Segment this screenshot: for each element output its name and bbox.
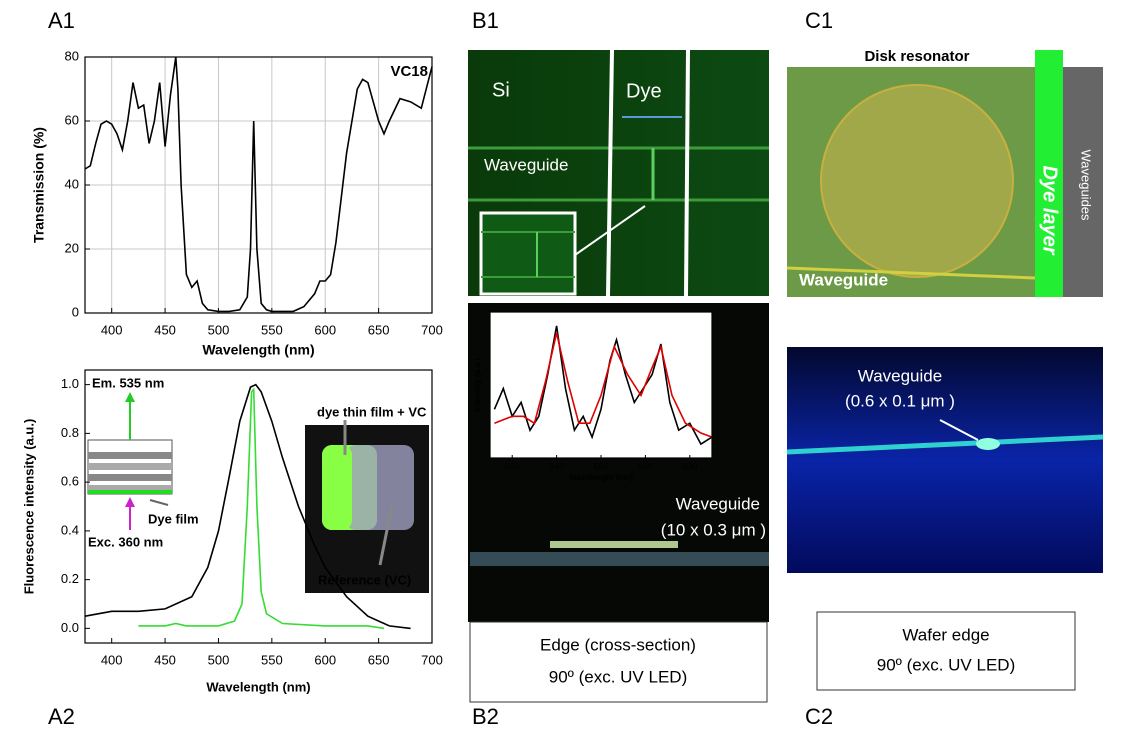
caption: Edge (cross-section) — [540, 635, 696, 654]
annotation: VC18 — [390, 63, 428, 80]
data-line — [494, 332, 713, 438]
panel-label: B2 — [472, 704, 499, 729]
panel-label: C1 — [805, 8, 833, 33]
image-label: (10 x 0.3 μm ) — [661, 520, 766, 539]
y-axis-label: Fluorescence intensity (a.u.) — [21, 419, 36, 595]
plot-frame — [489, 311, 713, 459]
y-tick-label: 20 — [65, 240, 79, 255]
caption: Wafer edge — [902, 625, 989, 644]
image-label: Dye — [626, 80, 662, 102]
x-tick-label: 700 — [421, 322, 443, 337]
panel-label: A1 — [48, 8, 75, 33]
x-tick-label: 550 — [261, 652, 283, 667]
x-tick-label: 540 — [549, 461, 564, 471]
panel-label: C2 — [805, 704, 833, 729]
annotation: Dye film — [148, 511, 199, 526]
x-tick-label: 520 — [505, 461, 520, 471]
x-tick-label: 400 — [101, 652, 123, 667]
x-tick-label: 600 — [682, 461, 697, 471]
image-label: Waveguide — [799, 270, 888, 289]
y-tick-label: 0.0 — [61, 620, 79, 635]
x-tick-label: 600 — [314, 322, 336, 337]
x-tick-label: 580 — [638, 461, 653, 471]
y-tick-label: 0 — [72, 304, 79, 319]
y-tick-label: 0.8 — [61, 425, 79, 440]
annotation: Em. 535 nm — [92, 375, 164, 390]
data-line — [84, 383, 411, 630]
x-tick-label: 400 — [101, 322, 123, 337]
panel-labels: A1 A2 B1 B2 C1 C2 — [48, 8, 833, 729]
caption: 90º (exc. UV LED) — [549, 667, 687, 686]
x-tick-label: 550 — [261, 322, 283, 337]
image-title: Disk resonator — [864, 48, 969, 65]
x-tick-label: 450 — [154, 322, 176, 337]
x-tick-label: 600 — [314, 652, 336, 667]
annotation: Exc. 360 nm — [88, 534, 163, 549]
caption-box — [469, 621, 768, 703]
micrograph-c2 — [786, 347, 1104, 573]
x-tick-label: 450 — [154, 652, 176, 667]
x-axis-label: Wavelength (nm) — [206, 679, 310, 694]
plot-frame — [84, 369, 433, 644]
panel-label: A2 — [48, 704, 75, 729]
sample-photo — [305, 420, 429, 593]
y-axis-label: Intensity (a.u.) — [473, 358, 482, 413]
x-tick-label: 500 — [208, 652, 230, 667]
x-tick-label: 500 — [208, 322, 230, 337]
caption-box — [816, 611, 1076, 691]
panel-label: B1 — [472, 8, 499, 33]
y-tick-label: 80 — [65, 48, 79, 63]
data-line — [84, 56, 433, 313]
y-tick-label: 40 — [65, 176, 79, 191]
micrograph-b1 — [468, 49, 769, 297]
data-line — [493, 325, 713, 446]
image-label: Waveguide — [484, 155, 568, 174]
x-axis-label: Wavelength (nm) — [202, 342, 314, 358]
x-axis-label: Wavelength (nm) — [569, 473, 633, 482]
caption: 90º (exc. UV LED) — [877, 655, 1015, 674]
data-line — [138, 387, 385, 630]
image-label: Dye layer — [1039, 166, 1061, 256]
y-tick-label: 0.6 — [61, 474, 79, 489]
image-label: Waveguides — [1079, 149, 1094, 221]
x-tick-label: 560 — [593, 461, 608, 471]
y-tick-label: 0.4 — [61, 522, 79, 537]
y-tick-label: 0.2 — [61, 571, 79, 586]
micrograph-c1 — [786, 50, 1103, 297]
image-label: Waveguide — [676, 494, 760, 513]
x-tick-label: 700 — [421, 652, 443, 667]
image-label: Waveguide — [858, 366, 942, 385]
annotation: dye thin film + VC — [317, 404, 427, 419]
dye-film-schematic — [87, 392, 173, 530]
image-label: (0.6 x 0.1 μm ) — [845, 391, 955, 410]
annotation: Reference (VC) — [318, 572, 411, 587]
y-tick-label: 60 — [65, 112, 79, 127]
x-tick-label: 650 — [368, 322, 390, 337]
y-tick-label: 1.0 — [61, 376, 79, 391]
image-label: Si — [492, 79, 510, 101]
plot-frame — [84, 56, 433, 314]
y-axis-label: Transmission (%) — [31, 127, 47, 243]
x-tick-label: 650 — [368, 652, 390, 667]
